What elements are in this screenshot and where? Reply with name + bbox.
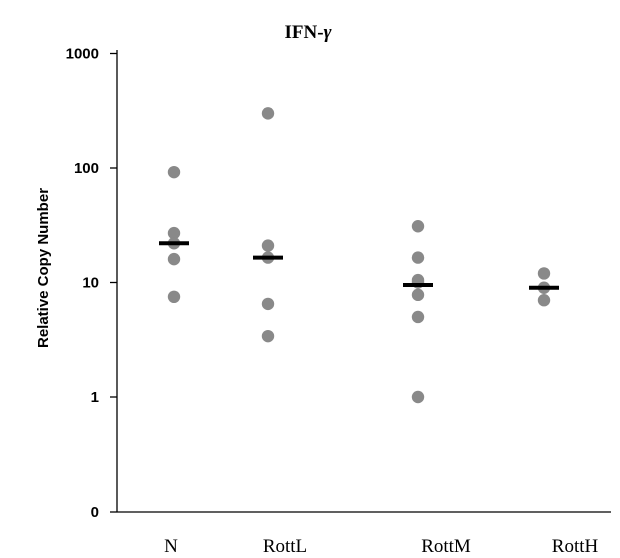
y-axis-label: Relative Copy Number [35,188,52,348]
chart-title: IFN-γ [285,22,332,43]
data-point [261,107,275,120]
median-markers [159,241,559,290]
x-tick-label: RottH [552,536,599,557]
y-tick-label: 10 [82,275,99,292]
y-tick-label: 100 [74,160,99,177]
data-point [411,251,425,264]
y-ticks: 0 1 10 100 1000 [66,46,117,521]
y-tick-label: 0 [91,504,99,521]
data-point [537,294,551,307]
y-tick-label: 1 [91,389,99,406]
chart-title-symbol: γ [324,22,332,43]
data-points [167,107,551,404]
x-ticks: N RottL RottM RottH [164,536,598,557]
data-point [167,290,181,304]
data-point [261,239,275,252]
y-tick-label: 1000 [66,46,99,63]
data-point [167,226,181,240]
data-point [411,220,425,233]
data-point [167,252,181,266]
x-tick-label: RottM [421,536,471,557]
data-point [537,267,551,280]
data-point [411,288,425,302]
data-point [411,390,425,404]
data-point [411,310,425,324]
chart-title-main: IFN- [285,22,324,43]
data-point [261,329,275,343]
data-point [167,165,181,179]
data-point [261,297,275,311]
x-tick-label: RottL [263,536,307,557]
x-tick-label: N [164,536,178,557]
